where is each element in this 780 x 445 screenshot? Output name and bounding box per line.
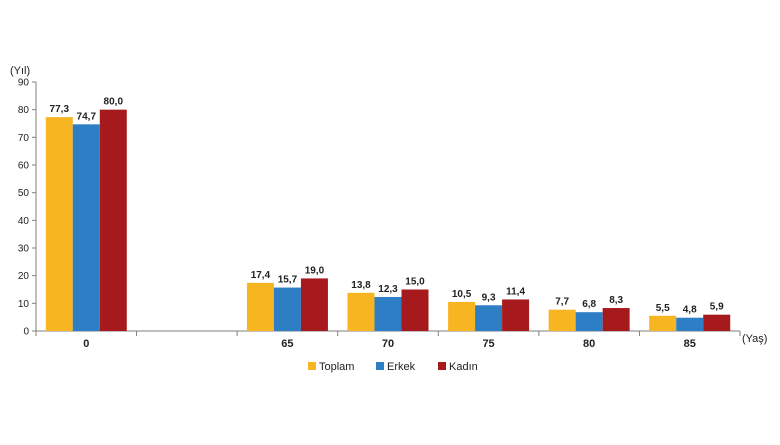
y-tick-label: 60: [18, 161, 30, 172]
legend-swatch-toplam: [308, 362, 316, 370]
data-label: 77,3: [50, 104, 70, 115]
bar-toplam-75: [448, 301, 476, 331]
data-label: 15,7: [278, 275, 298, 286]
bar-kadın-85: [703, 314, 731, 331]
x-tick-label: 65: [281, 338, 293, 350]
bar-erkek-0: [72, 124, 100, 331]
data-label: 15,0: [405, 277, 425, 288]
data-label: 74,7: [77, 111, 97, 122]
x-tick-label: 70: [382, 338, 394, 350]
x-tick-label: 75: [482, 338, 494, 350]
y-tick-label: 80: [18, 105, 30, 116]
bar-kadın-75: [502, 299, 530, 331]
bar-toplam-85: [649, 315, 677, 331]
y-axis: 0 10 20 30 40 50 60 70 80 90: [18, 78, 37, 338]
data-label: 5,9: [710, 302, 724, 313]
bar-toplam-80: [548, 309, 576, 331]
data-label: 8,3: [609, 295, 623, 306]
data-label: 4,8: [683, 305, 697, 316]
legend-label-kadın: Kadın: [449, 361, 478, 373]
bar-erkek-70: [374, 296, 402, 331]
bar-toplam-70: [347, 292, 375, 331]
data-label: 5,5: [656, 303, 670, 314]
data-label: 9,3: [482, 292, 496, 303]
data-label: 7,7: [555, 297, 569, 308]
legend: Toplam Erkek Kadın: [308, 361, 478, 373]
data-label: 6,8: [582, 299, 596, 310]
y-unit-label: (Yıl): [10, 65, 30, 77]
data-label: 17,4: [251, 270, 271, 281]
x-unit-label: (Yaş): [742, 333, 767, 345]
data-labels: 77,3 17,4 13,8 10,5 7,7 5,5 74,7 15,7 12,3 9,3 6,8…: [50, 97, 725, 316]
data-label: 11,4: [506, 286, 525, 297]
y-tick-label: 70: [18, 133, 30, 144]
x-tick-label: 80: [583, 338, 595, 350]
legend-label-erkek: Erkek: [387, 361, 416, 373]
legend-swatch-erkek: [376, 362, 384, 370]
legend-label-toplam: Toplam: [319, 361, 354, 373]
bar-erkek-75: [475, 305, 503, 331]
bars: [45, 109, 731, 332]
bar-kadın-65: [300, 278, 328, 331]
y-tick-label: 90: [18, 78, 30, 89]
data-label: 19,0: [305, 265, 325, 276]
y-tick-label: 20: [18, 271, 30, 282]
y-tick-label: 10: [18, 299, 30, 310]
data-label: 13,8: [351, 280, 371, 291]
bar-toplam-65: [246, 282, 274, 331]
bar-kadın-80: [602, 308, 630, 331]
y-tick-label: 50: [18, 188, 30, 199]
bar-erkek-65: [273, 287, 301, 331]
bar-kadın-70: [401, 289, 429, 331]
data-label: 80,0: [104, 97, 124, 108]
legend-swatch-kadın: [438, 362, 446, 370]
y-tick-label: 30: [18, 244, 30, 255]
y-tick-label: 0: [23, 327, 29, 338]
bar-erkek-80: [575, 312, 603, 331]
x-axis: 0 65 70 75 80 85: [35, 330, 741, 350]
x-tick-label: 0: [83, 338, 89, 350]
x-tick-label: 85: [684, 338, 696, 350]
y-tick-label: 40: [18, 216, 30, 227]
data-label: 10,5: [452, 289, 472, 300]
bar-toplam-0: [45, 117, 73, 332]
data-label: 12,3: [378, 284, 398, 295]
bar-kadın-0: [99, 109, 127, 332]
bar-erkek-85: [676, 317, 704, 331]
